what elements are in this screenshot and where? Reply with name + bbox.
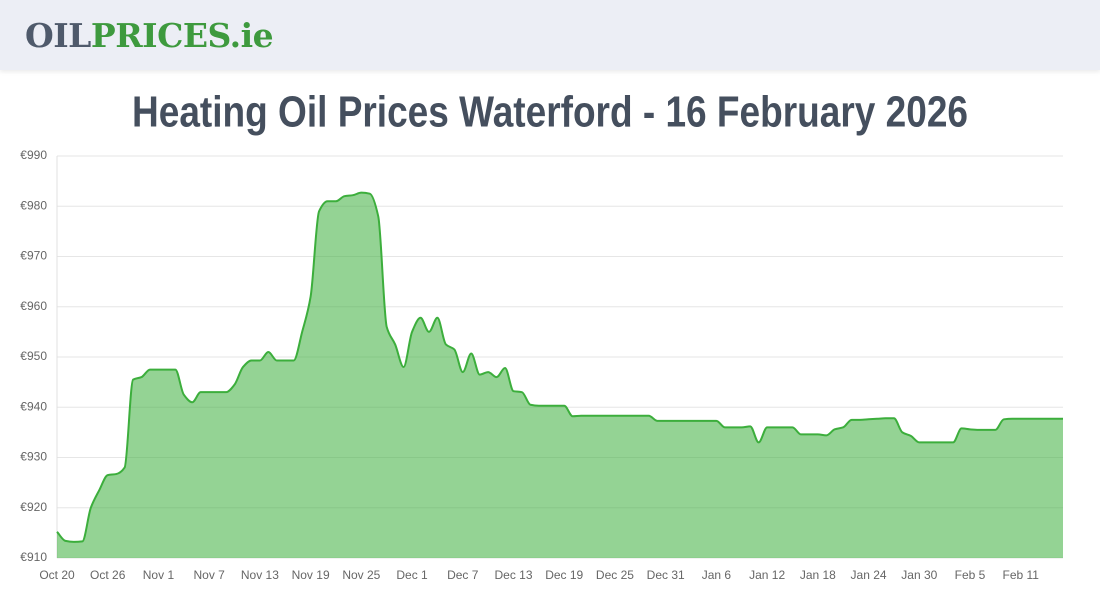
chart: Heating Oil Prices Waterford - 16 Februa…: [20, 88, 1063, 582]
y-tick-label: €950: [20, 349, 47, 363]
y-tick-label: €970: [20, 249, 47, 263]
area: [57, 192, 1063, 558]
x-tick-label: Nov 1: [143, 568, 175, 582]
header: OILPRICES.ie: [0, 0, 1100, 70]
chart-title: Heating Oil Prices Waterford - 16 Februa…: [132, 88, 968, 137]
y-tick-label: €910: [20, 550, 47, 564]
x-tick-label: Feb 5: [955, 568, 986, 582]
logo-part: PRICES.ie: [90, 16, 274, 55]
x-tick-label: Dec 31: [647, 568, 685, 582]
x-tick-label: Dec 7: [447, 568, 479, 582]
x-tick-label: Nov 13: [241, 568, 279, 582]
x-tick-label: Oct 20: [39, 568, 75, 582]
x-tick-label: Jan 12: [749, 568, 785, 582]
x-tick-label: Dec 19: [545, 568, 583, 582]
x-tick-label: Oct 26: [90, 568, 126, 582]
x-tick-label: Jan 6: [702, 568, 732, 582]
y-tick-label: €960: [20, 299, 47, 313]
y-tick-label: €920: [20, 500, 47, 514]
logo[interactable]: OILPRICES.ie: [25, 16, 274, 55]
y-tick-label: €980: [20, 198, 47, 212]
y-tick-label: €930: [20, 450, 47, 464]
x-tick-label: Nov 25: [342, 568, 380, 582]
x-tick-label: Nov 19: [292, 568, 330, 582]
x-tick-label: Nov 7: [193, 568, 225, 582]
x-tick-label: Feb 11: [1002, 568, 1039, 582]
x-tick-label: Jan 30: [901, 568, 937, 582]
y-tick-label: €990: [20, 148, 47, 162]
logo-part: OIL: [25, 16, 91, 55]
line: [56, 191, 1063, 543]
y-tick-label: €940: [20, 399, 47, 413]
x-tick-label: Dec 25: [596, 568, 634, 582]
x-tick-label: Dec 1: [396, 568, 428, 582]
x-tick-label: Dec 13: [494, 568, 532, 582]
x-tick-label: Jan 18: [800, 568, 836, 582]
x-tick-label: Jan 24: [851, 568, 887, 582]
